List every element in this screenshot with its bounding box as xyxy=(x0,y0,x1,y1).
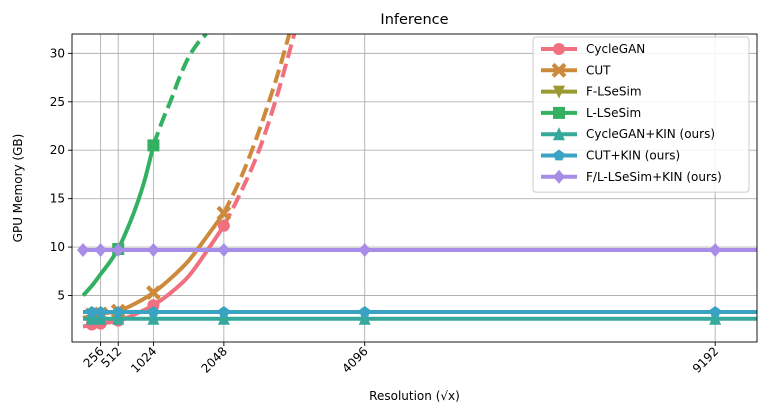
legend-item: CUT+KIN (ours) xyxy=(541,149,680,163)
data-point xyxy=(94,242,107,257)
data-point xyxy=(85,311,98,325)
data-point xyxy=(358,242,371,257)
legend-label: CycleGAN xyxy=(586,42,645,56)
legend-item: L-LSeSim xyxy=(541,106,641,120)
legend-label: CycleGAN+KIN (ours) xyxy=(586,127,715,141)
legend-item: CycleGAN xyxy=(541,42,645,56)
data-point xyxy=(709,305,721,317)
y-tick-label: 25 xyxy=(50,95,65,109)
data-point xyxy=(553,149,565,161)
data-point xyxy=(112,311,125,325)
legend-label: F-LSeSim xyxy=(586,85,642,99)
data-point xyxy=(553,127,565,141)
series-line-extrapolated xyxy=(222,34,292,215)
series-L-LSeSim xyxy=(81,34,208,297)
legend-label: L-LSeSim xyxy=(586,106,641,120)
data-point xyxy=(86,305,98,317)
data-point xyxy=(359,305,371,317)
data-point xyxy=(147,139,160,152)
legend-item: CUT xyxy=(541,62,611,78)
data-point xyxy=(217,242,230,257)
legend-label: CUT xyxy=(586,63,611,77)
series-CycleGAN xyxy=(82,34,297,331)
data-point xyxy=(218,305,230,317)
y-tick-label: 15 xyxy=(50,192,65,206)
data-point xyxy=(553,85,565,99)
data-point xyxy=(147,311,160,325)
y-axis-label: GPU Memory (GB) xyxy=(11,134,25,243)
data-point xyxy=(217,311,230,325)
x-axis-label: Resolution (√x) xyxy=(369,389,460,403)
data-point xyxy=(94,311,107,325)
series-line-extrapolated xyxy=(151,34,208,147)
data-point xyxy=(551,62,567,78)
data-point xyxy=(146,285,161,301)
chart-title: Inference xyxy=(380,12,448,28)
data-point xyxy=(553,106,565,119)
x-tick-label: 1024 xyxy=(128,344,159,375)
data-point xyxy=(94,305,107,317)
data-point xyxy=(77,242,90,257)
legend-item: F/L-LSeSim+KIN (ours) xyxy=(541,169,722,184)
data-point xyxy=(709,242,722,257)
legend-label: CUT+KIN (ours) xyxy=(586,149,680,163)
legend: CycleGAN CUT F-LSeSim L-LSeSim CycleGAN+KIN … xyxy=(532,36,750,193)
data-point xyxy=(147,305,160,317)
series-layer xyxy=(77,34,757,331)
data-point xyxy=(553,43,565,55)
series-CycleGAN+KIN (ours) xyxy=(83,311,757,325)
axes xyxy=(71,33,758,343)
x-tick-label: 2048 xyxy=(198,344,229,375)
data-point xyxy=(358,311,371,325)
data-point xyxy=(112,305,124,317)
series-line-extrapolated xyxy=(222,34,297,227)
data-point xyxy=(217,219,230,232)
legend-item: F-LSeSim xyxy=(541,85,642,99)
x-tick-label: 9192 xyxy=(690,344,721,375)
data-point xyxy=(112,242,125,257)
series-F/L-LSeSim+KIN (ours) xyxy=(77,242,757,257)
x-tick-label: 4096 xyxy=(339,344,370,375)
y-tick-label: 10 xyxy=(50,240,65,254)
x-tick-label: 512 xyxy=(98,344,124,370)
data-point xyxy=(709,311,722,325)
legend-label: F/L-LSeSim+KIN (ours) xyxy=(586,170,722,184)
data-point xyxy=(147,242,160,257)
legend-item: CycleGAN+KIN (ours) xyxy=(541,127,715,141)
y-tick-label: 30 xyxy=(50,46,65,60)
data-point xyxy=(216,205,232,221)
y-tick-label: 5 xyxy=(57,289,65,303)
y-tick-label: 20 xyxy=(50,143,65,157)
legend-box xyxy=(532,36,750,193)
plot-frame xyxy=(71,33,758,343)
data-point xyxy=(553,169,565,184)
series-CUT+KIN (ours) xyxy=(83,305,757,317)
